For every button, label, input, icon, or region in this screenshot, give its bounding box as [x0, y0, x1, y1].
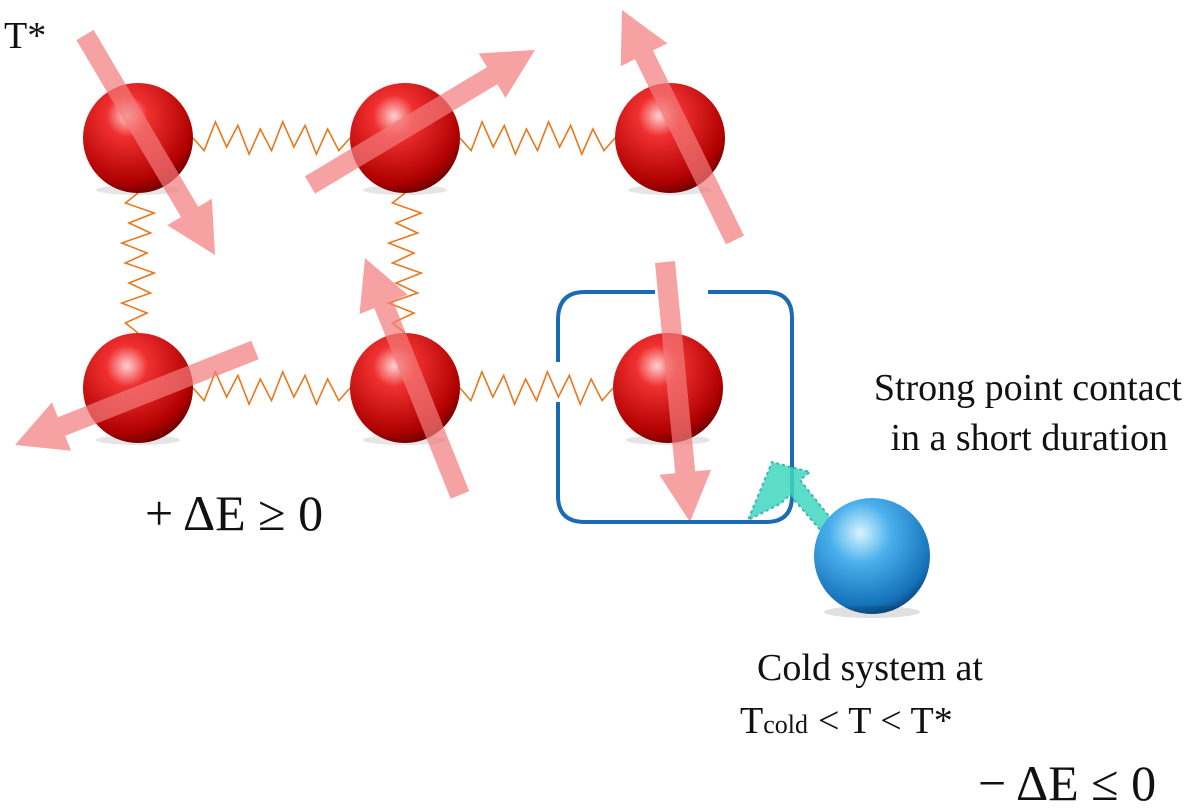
arrows — [15, 10, 744, 522]
cold-label: Tcold < T < T* — [740, 700, 953, 742]
spring — [460, 372, 613, 404]
energy-loss: − ΔE ≤ 0 — [978, 755, 1156, 809]
inequality: < T < T* — [818, 700, 953, 742]
diagram: T* + ΔE ≥ 0 Strong point contact in a sh… — [0, 0, 1192, 809]
spring — [460, 122, 615, 154]
spring — [193, 122, 350, 154]
contact-label: in a short duration — [890, 417, 1168, 459]
t: T — [740, 700, 763, 742]
spring — [193, 372, 350, 404]
energy-gain: + ΔE ≥ 0 — [145, 485, 323, 541]
t-star: T* — [4, 15, 46, 57]
cold-label: Cold system at — [757, 647, 983, 689]
contact-label: Strong point contact — [874, 367, 1183, 409]
cold-sphere — [814, 498, 930, 614]
subscript: cold — [763, 710, 808, 739]
spring — [122, 193, 154, 333]
shadow — [824, 606, 920, 618]
